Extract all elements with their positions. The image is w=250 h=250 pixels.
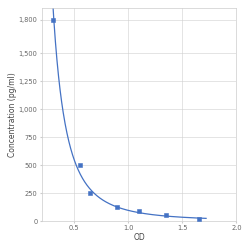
Y-axis label: Concentration (pg/ml): Concentration (pg/ml) (8, 72, 17, 157)
X-axis label: OD: OD (133, 233, 145, 242)
